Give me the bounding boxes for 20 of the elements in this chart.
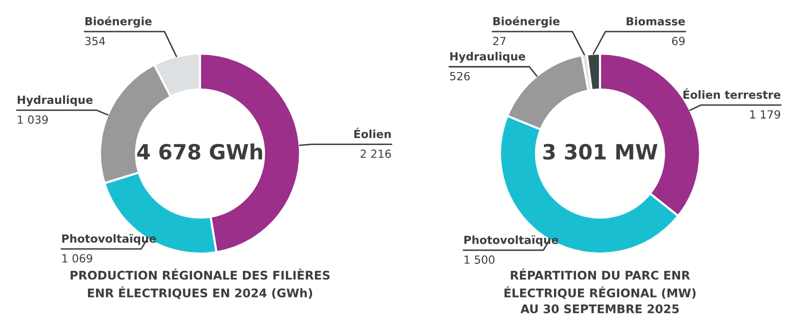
slice-label: Éolien	[354, 128, 391, 138]
slice-label: Hydraulique	[18, 95, 93, 106]
data-label: 27	[493, 36, 506, 46]
slice-label: Biomasse	[626, 16, 685, 26]
data-label: 1 179	[750, 110, 780, 119]
data-label: 1 069	[62, 254, 92, 263]
data-label: 69	[672, 36, 685, 46]
text: 4 678 GWh	[137, 144, 262, 160]
slice-label: Éolien terrestre	[683, 88, 780, 99]
text: 3 301 MW	[543, 144, 658, 160]
text: PRODUCTION RÉGIONALE DES FILIÈRES ENR ÉLECTRIQUES EN 2024 (GWh)	[70, 268, 330, 299]
text: RÉPARTITION DU PARC ENR ÉLECTRIQUE RÉGIONAL (MW) AU 30 SEPTEMBRE 2025	[504, 268, 696, 314]
data-label: 526	[450, 72, 470, 80]
data-label: 354	[85, 36, 106, 46]
slice-label: Hydraulique	[450, 52, 526, 63]
data-label: 2 216	[360, 150, 391, 158]
data-label: 1 039	[18, 115, 48, 124]
slice-label: Bioénergie	[85, 16, 152, 28]
slice-label: Bioénergie	[493, 16, 560, 28]
data-label: 1 500	[464, 255, 494, 264]
